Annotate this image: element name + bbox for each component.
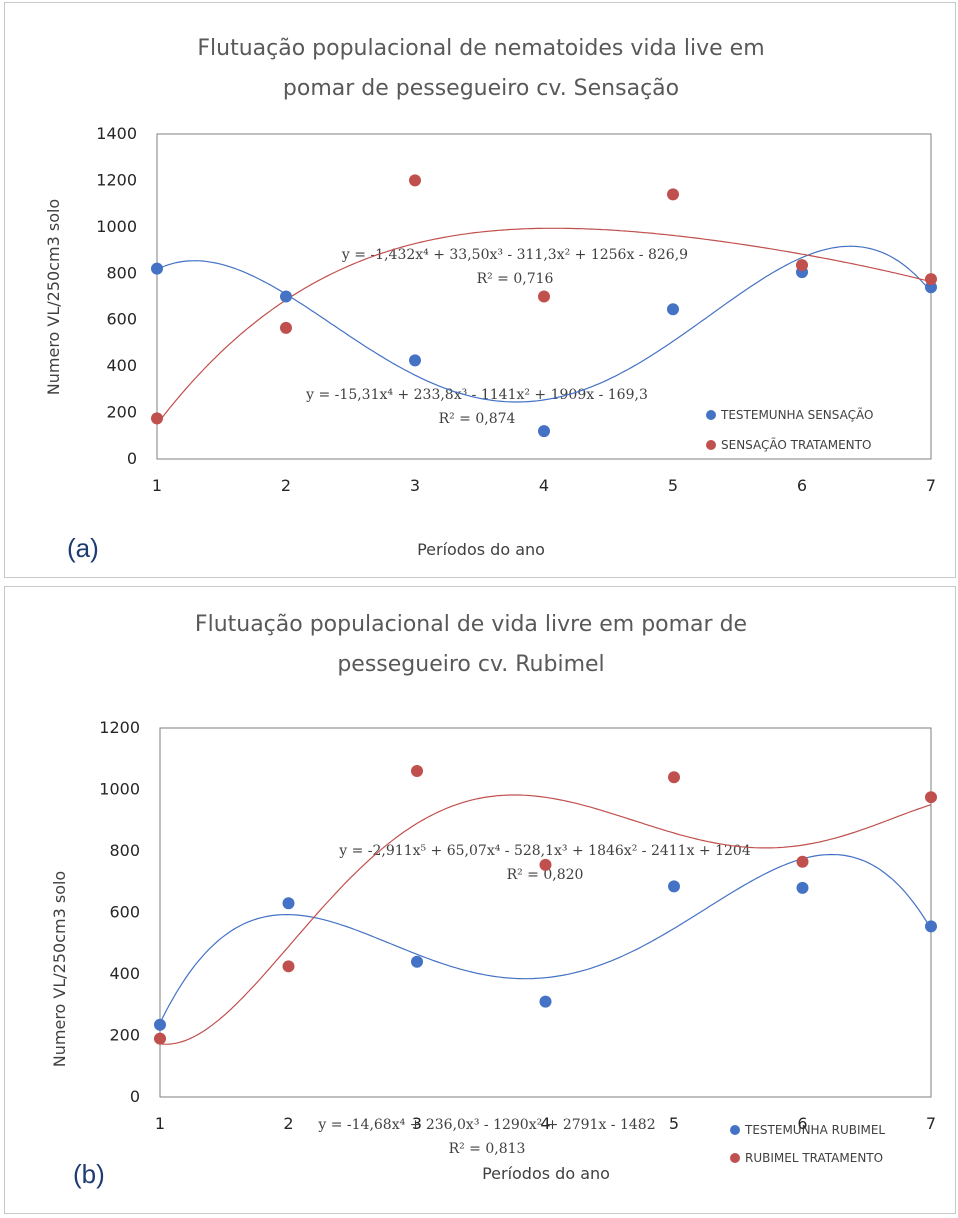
chart-a-svg: Flutuação populacional de nematoides vid… [5, 3, 957, 579]
chart-b-x-tick-label: 7 [926, 1114, 936, 1133]
chart-a-title-line-2: pomar de pessegueiro cv. Sensação [283, 76, 679, 101]
chart-b-series-1-point [283, 897, 295, 909]
chart-a-x-tick-label: 2 [281, 476, 291, 495]
chart-b-plot-area [160, 728, 931, 1097]
chart-b-legend-label-2: RUBIMEL TRATAMENTO [745, 1151, 883, 1165]
chart-b-legend-label-1: TESTEMUNHA RUBIMEL [744, 1123, 885, 1137]
chart-b-series-2-point [797, 856, 809, 868]
chart-b-legend-marker-1 [730, 1125, 740, 1135]
chart-a-series-2-point [667, 188, 679, 200]
chart-b-series-2-point [668, 771, 680, 783]
chart-b-x-tick-label: 6 [797, 1114, 807, 1133]
chart-b-series-2-point [925, 791, 937, 803]
chart-a-legend-label-1: TESTEMUNHA SENSAÇÃO [720, 407, 873, 422]
chart-a-series-2-point [538, 291, 550, 303]
chart-b-x-axis-title: Períodos do ano [482, 1164, 610, 1183]
chart-b-series-2-point [411, 765, 423, 777]
chart-a-r2-series-1: R² = 0,874 [439, 411, 516, 427]
chart-b-series-2-point [283, 960, 295, 972]
chart-a-series-1-point [151, 263, 163, 275]
chart-a-series-1-point [667, 303, 679, 315]
chart-a-x-tick-label: 7 [926, 476, 936, 495]
chart-a-x-tick-label: 3 [410, 476, 420, 495]
chart-a-x-tick-label: 4 [539, 476, 549, 495]
chart-a-series-2-point [796, 259, 808, 271]
chart-a-y-tick-label: 0 [127, 449, 137, 468]
chart-a-r2-series-2: R² = 0,716 [477, 271, 554, 287]
chart-b-y-tick-label: 1200 [99, 718, 140, 737]
chart-a-series-1-point [280, 291, 292, 303]
chart-b-x-tick-label: 2 [283, 1114, 293, 1133]
chart-b-y-tick-label: 800 [109, 841, 140, 860]
chart-b-series-1-point [411, 956, 423, 968]
chart-a-series-1-point [409, 354, 421, 366]
chart-b-y-tick-label: 400 [109, 964, 140, 983]
chart-a-x-axis-title: Períodos do ano [417, 540, 545, 559]
chart-a-x-tick-label: 1 [152, 476, 162, 495]
chart-a-y-axis-title: Numero VL/250cm3 solo [44, 199, 63, 395]
chart-b-y-tick-label: 1000 [99, 780, 140, 799]
chart-b-svg: Flutuação populacional de vida livre em … [5, 587, 957, 1215]
chart-a-y-tick-label: 1400 [96, 124, 137, 143]
chart-a-y-tick-label: 400 [106, 356, 137, 375]
chart-a-series-1-point [538, 425, 550, 437]
chart-b-series-1-point [797, 882, 809, 894]
chart-a-x-tick-label: 5 [668, 476, 678, 495]
chart-a-legend-label-2: SENSAÇÃO TRATAMENTO [721, 437, 871, 452]
chart-a-y-tick-label: 200 [106, 403, 137, 422]
chart-panel-b: Flutuação populacional de vida livre em … [4, 586, 956, 1214]
chart-a-series-2-point [409, 174, 421, 186]
chart-a-y-tick-label: 1200 [96, 170, 137, 189]
chart-a-legend-marker-1 [706, 410, 716, 420]
chart-a-title-line-1: Flutuação populacional de nematoides vid… [197, 36, 764, 61]
chart-b-r2-series-1: R² = 0,813 [449, 1141, 526, 1157]
chart-b-y-tick-label: 600 [109, 903, 140, 922]
chart-b-x-tick-label: 5 [669, 1114, 679, 1133]
chart-b-series-2-point [540, 859, 552, 871]
chart-b-equation-series-2: y = -2,911x⁵ + 65,07x⁴ - 528,1x³ + 1846x… [338, 843, 751, 859]
chart-b-y-axis-title: Numero VL/250cm3 solo [50, 871, 69, 1067]
chart-b-series-1-point [540, 996, 552, 1008]
chart-a-y-tick-label: 800 [106, 263, 137, 282]
chart-b-y-tick-label: 200 [109, 1026, 140, 1045]
chart-b-series-2-point [154, 1033, 166, 1045]
chart-a-equation-series-1: y = -15,31x⁴ + 233,8x³ - 1141x² + 1909x … [305, 387, 648, 403]
chart-a-y-tick-label: 1000 [96, 217, 137, 236]
chart-b-legend-marker-2 [730, 1153, 740, 1163]
chart-b-x-tick-label: 1 [155, 1114, 165, 1133]
chart-b-panel-label: (b) [73, 1159, 105, 1189]
chart-a-series-2-point [280, 322, 292, 334]
chart-b-equation-series-1: y = -14,68x⁴ + 236,0x³ - 1290x² + 2791x … [317, 1117, 655, 1133]
chart-a-y-tick-label: 600 [106, 310, 137, 329]
chart-panel-a: Flutuação populacional de nematoides vid… [4, 2, 956, 578]
chart-b-series-1-point [154, 1019, 166, 1031]
chart-b-x-tick-label: 4 [540, 1114, 550, 1133]
chart-b-title-line-1: Flutuação populacional de vida livre em … [195, 612, 747, 637]
chart-a-series-2-point [925, 273, 937, 285]
chart-b-title-line-2: pessegueiro cv. Rubimel [337, 652, 604, 677]
chart-a-legend-marker-2 [706, 440, 716, 450]
chart-b-series-1-point [925, 920, 937, 932]
chart-b-x-tick-label: 3 [412, 1114, 422, 1133]
chart-b-y-tick-label: 0 [130, 1087, 140, 1106]
chart-a-series-2-point [151, 412, 163, 424]
chart-b-series-1-point [668, 880, 680, 892]
chart-a-x-tick-label: 6 [797, 476, 807, 495]
chart-a-panel-label: (a) [67, 533, 99, 563]
chart-a-trendline-1 [157, 246, 931, 402]
